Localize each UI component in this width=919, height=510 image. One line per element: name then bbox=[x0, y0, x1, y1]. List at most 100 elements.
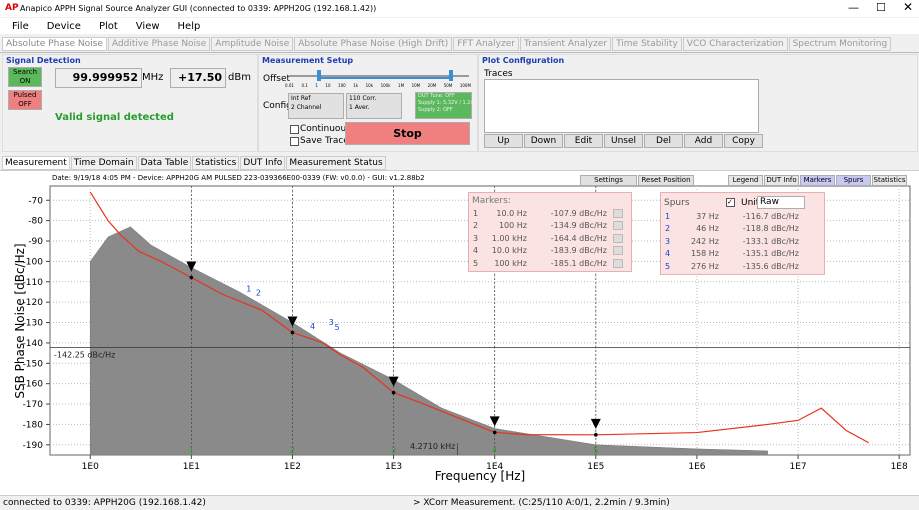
id: 2 bbox=[473, 221, 479, 231]
marker-triangle bbox=[287, 316, 298, 327]
x-tick-label: 1E7 bbox=[789, 462, 806, 472]
frequency: 1.00 kHz bbox=[491, 233, 527, 243]
marker-row: 2 100 Hz -134.9 dBc/Hz bbox=[469, 220, 631, 233]
y-tick-label: -190 bbox=[23, 441, 44, 451]
settings-button[interactable]: Settings bbox=[580, 175, 637, 186]
label: Traces bbox=[484, 69, 513, 79]
markers-panel: Markers: 1 10.0 Hz -107.9 dBc/Hz 2 100 Hz -13… bbox=[468, 192, 632, 272]
button[interactable]: Up bbox=[484, 134, 523, 148]
reset-button[interactable]: Reset Position bbox=[638, 175, 694, 186]
subtab[interactable]: Time Domain bbox=[70, 156, 137, 170]
cursor-label: 4.2710 kHz bbox=[410, 442, 455, 451]
id: 4 bbox=[665, 249, 671, 259]
frequency-field: 99.999952 bbox=[55, 68, 142, 88]
tab[interactable]: Time Stability bbox=[612, 37, 682, 51]
remove[interactable] bbox=[613, 246, 623, 256]
pulsed-button[interactable]: Pulsed OFF bbox=[8, 90, 42, 110]
tab[interactable]: Absolute Phase Noise (High Drift) bbox=[294, 37, 453, 51]
y-tick-label: -90 bbox=[28, 237, 43, 247]
marker-point bbox=[290, 330, 295, 335]
menu-item[interactable]: File bbox=[12, 20, 29, 32]
slider-tick: 100 bbox=[338, 83, 346, 88]
id: 2 bbox=[665, 224, 671, 234]
menu-item[interactable]: Plot bbox=[98, 20, 118, 32]
dut-button[interactable]: DUT Tune: OFF Supply 1: 5.32V / 1.2mA Supp… bbox=[415, 92, 479, 119]
minimize[interactable]: — bbox=[848, 1, 859, 14]
separator bbox=[0, 52, 919, 53]
marker-row: 3 1.00 kHz -164.4 dBc/Hz bbox=[469, 232, 631, 245]
ref-button[interactable]: Int Ref 2 Channel bbox=[288, 93, 344, 119]
menu-item[interactable]: Device bbox=[46, 20, 81, 32]
unit-dropdown[interactable]: Raw bbox=[757, 196, 805, 209]
tab[interactable]: Absolute Phase Noise bbox=[2, 37, 107, 51]
button[interactable]: Unsel bbox=[604, 134, 643, 148]
menu-item[interactable]: View bbox=[135, 20, 160, 32]
button[interactable]: Del bbox=[644, 134, 683, 148]
btn-text: Pulsed bbox=[13, 91, 37, 99]
id: 1 bbox=[665, 211, 671, 221]
slider-tick: 50M bbox=[443, 83, 453, 88]
toolbar-button[interactable]: DUT Info bbox=[764, 175, 799, 186]
y-tick-label: -110 bbox=[23, 278, 44, 288]
panel-title: Plot Configuration bbox=[482, 56, 565, 65]
slider-tick: 20M bbox=[427, 83, 437, 88]
value: -118.8 dBc/Hz bbox=[742, 224, 799, 234]
remove[interactable] bbox=[613, 208, 623, 218]
spur-id: 2 bbox=[256, 289, 261, 298]
marker-triangle bbox=[489, 416, 500, 427]
remove[interactable] bbox=[613, 233, 623, 243]
label: Config bbox=[263, 101, 292, 111]
marker-id: 1 bbox=[189, 446, 194, 455]
button[interactable]: Copy bbox=[724, 134, 763, 148]
toolbar-button[interactable]: Markers bbox=[800, 175, 835, 186]
marker-point bbox=[189, 275, 194, 280]
tab[interactable]: FFT Analyzer bbox=[453, 37, 519, 51]
subtab[interactable]: DUT Info bbox=[240, 156, 286, 170]
remove[interactable] bbox=[613, 221, 623, 231]
marker-triangle bbox=[590, 418, 601, 429]
subtab[interactable]: Statistics bbox=[192, 156, 240, 170]
checkbox[interactable] bbox=[290, 137, 299, 146]
window-title: Anapico APPH Signal Source Analyzer GUI … bbox=[20, 4, 377, 13]
search-button[interactable]: Search ON bbox=[8, 67, 42, 87]
tab[interactable]: Amplitude Noise bbox=[211, 37, 294, 51]
subtab[interactable]: Data Table bbox=[137, 156, 192, 170]
chart-header: Date: 9/19/18 4:05 PM - Device: APPH20G … bbox=[52, 174, 425, 182]
checkbox[interactable] bbox=[290, 125, 299, 134]
tab[interactable]: VCO Characterization bbox=[682, 37, 788, 51]
btn-text: Supply 1: 5.32V / 1.2mA bbox=[418, 100, 479, 106]
subtab[interactable]: Measurement Status bbox=[286, 156, 386, 170]
checkbox[interactable]: ✓ bbox=[726, 198, 735, 207]
corr-button[interactable]: 110 Corr. 1 Aver. bbox=[346, 93, 402, 119]
remove[interactable] bbox=[613, 258, 623, 268]
toolbar-button[interactable]: Legend bbox=[728, 175, 763, 186]
frequency: 10.0 kHz bbox=[491, 246, 527, 256]
slider-handle[interactable] bbox=[449, 70, 453, 81]
x-tick-label: 1E1 bbox=[183, 462, 200, 472]
x-tick-label: 1E2 bbox=[284, 462, 301, 472]
toolbar-button[interactable]: Spurs bbox=[836, 175, 871, 186]
maximize[interactable]: ☐ bbox=[876, 1, 886, 14]
tab[interactable]: Transient Analyzer bbox=[519, 37, 612, 51]
tab[interactable]: Spectrum Monitoring bbox=[788, 37, 892, 51]
btn-text: ON bbox=[19, 77, 31, 85]
subtab[interactable]: Measurement bbox=[2, 156, 70, 170]
button-row: Up Down Edit Unsel Del Add Copy bbox=[484, 134, 764, 148]
button[interactable]: Add bbox=[684, 134, 723, 148]
close[interactable]: ✕ bbox=[903, 0, 914, 14]
slider-handle[interactable] bbox=[317, 70, 321, 81]
value: -164.4 dBc/Hz bbox=[550, 233, 607, 243]
menu-item[interactable]: Help bbox=[177, 20, 201, 32]
traces-list[interactable] bbox=[484, 79, 759, 133]
title-bar: AP Anapico APPH Signal Source Analyzer G… bbox=[0, 0, 919, 17]
marker-id: 3 bbox=[391, 446, 396, 455]
frequency: 158 Hz bbox=[690, 249, 719, 259]
id: 5 bbox=[473, 258, 479, 268]
spur-row: 5 276 Hz -135.6 dBc/Hz bbox=[661, 260, 824, 273]
toolbar-button[interactable]: Statistics bbox=[872, 175, 907, 186]
stop-button[interactable]: Stop bbox=[345, 122, 470, 145]
button[interactable]: Edit bbox=[564, 134, 603, 148]
subtab-strip: Measurement Time Domain Data Table Statisti… bbox=[2, 156, 387, 170]
tab[interactable]: Additive Phase Noise bbox=[107, 37, 211, 51]
button[interactable]: Down bbox=[524, 134, 563, 148]
